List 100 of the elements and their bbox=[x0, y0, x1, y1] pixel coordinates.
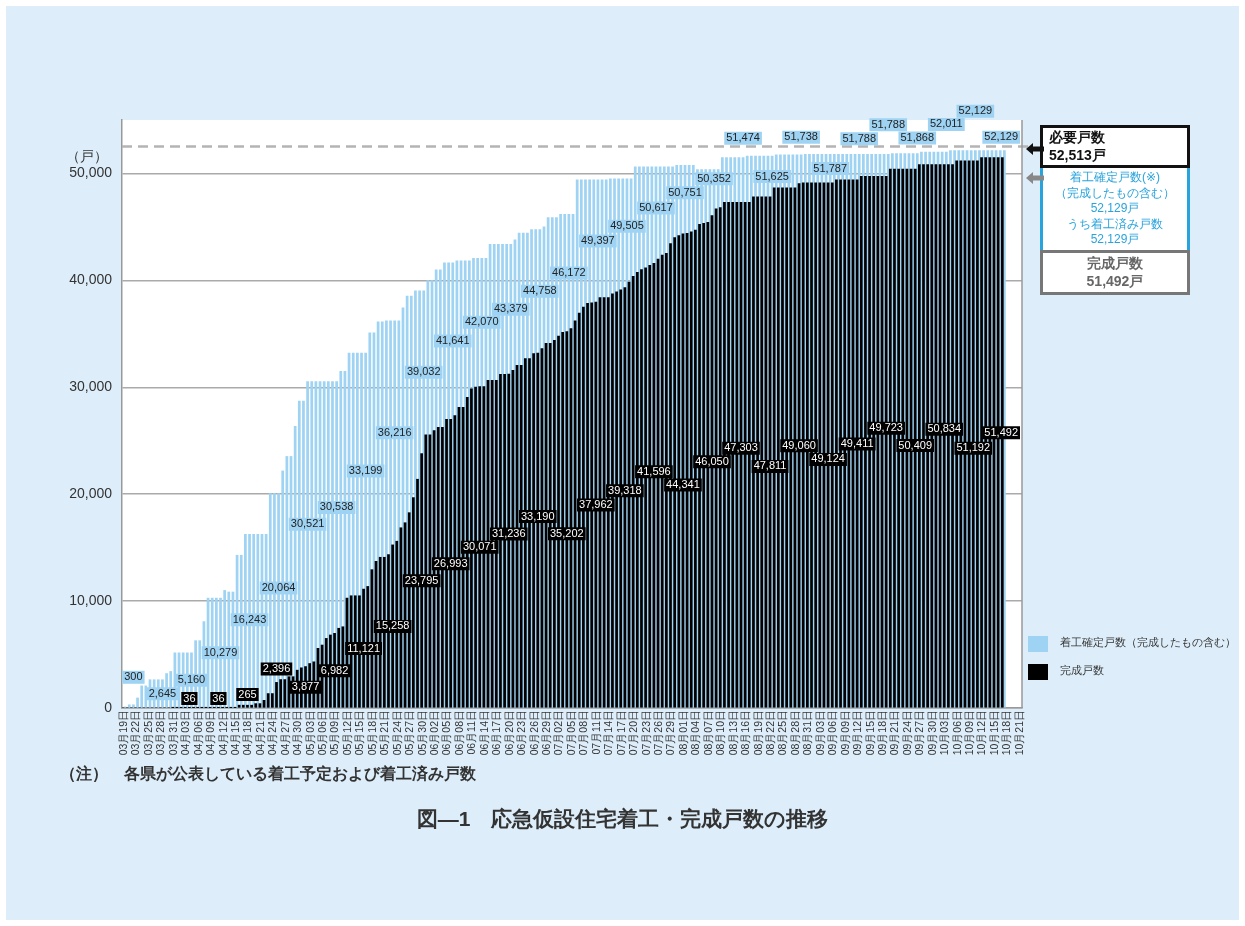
x-tick-label: 05月12日 bbox=[340, 710, 353, 756]
x-tick-label: 04月21日 bbox=[253, 710, 266, 756]
data-label: 36 bbox=[183, 691, 196, 704]
x-tick-label: 09月21日 bbox=[888, 710, 901, 756]
data-label: 37,962 bbox=[579, 498, 613, 511]
x-tick-label: 05月30日 bbox=[415, 710, 428, 756]
text: 図―1 応急仮設住宅着工・完成戸数の推移 bbox=[415, 806, 830, 832]
x-tick-label: 05月06日 bbox=[316, 710, 329, 756]
x-tick-label: 03月31日 bbox=[166, 710, 179, 756]
data-label: 51,625 bbox=[755, 169, 789, 182]
x-tick-label: 04月15日 bbox=[228, 710, 241, 756]
x-tick-label: 10月09日 bbox=[963, 710, 976, 756]
x-tick-label: 08月28日 bbox=[788, 710, 801, 756]
x-tick-label: 04月18日 bbox=[241, 710, 254, 756]
x-tick-label: 05月09日 bbox=[328, 710, 341, 756]
data-label: 26,993 bbox=[433, 556, 468, 569]
data-label: 52,129 bbox=[984, 130, 1019, 143]
x-tick-label: 09月18日 bbox=[875, 710, 888, 756]
x-tick-label: 04月30日 bbox=[291, 710, 304, 756]
data-label: 51,788 bbox=[871, 117, 906, 130]
text: うち着工済み戸数 bbox=[1066, 216, 1164, 233]
data-label: 31,236 bbox=[491, 527, 526, 540]
x-tick-label: 04月27日 bbox=[278, 710, 291, 756]
text: 52,129戸 bbox=[1089, 232, 1141, 249]
data-label: 47,303 bbox=[724, 441, 758, 454]
x-tick-label: 03月22日 bbox=[129, 710, 142, 756]
data-label: 43,379 bbox=[494, 302, 528, 315]
x-tick-label: 10月06日 bbox=[950, 710, 963, 756]
x-tick-label: 08月10日 bbox=[714, 710, 727, 756]
x-tick-label: 09月03日 bbox=[813, 710, 826, 756]
data-label: 16,243 bbox=[232, 612, 267, 625]
x-tick-label: 07月23日 bbox=[639, 710, 652, 756]
x-tick-label: 08月04日 bbox=[689, 710, 702, 756]
x-tick-label: 07月02日 bbox=[552, 710, 565, 756]
x-tick-label: 10月15日 bbox=[987, 710, 1000, 756]
data-label: 49,397 bbox=[581, 234, 615, 247]
x-tick-label: 08月01日 bbox=[676, 710, 689, 756]
data-label: 15,258 bbox=[375, 619, 410, 632]
x-tick-label: 09月15日 bbox=[863, 710, 876, 756]
text: 52,129戸 bbox=[1089, 201, 1141, 217]
x-tick-label: 03月28日 bbox=[154, 710, 167, 756]
x-tick-label: 06月14日 bbox=[477, 710, 490, 756]
text: 着工確定戸数(※) bbox=[1068, 170, 1161, 186]
data-label: 23,795 bbox=[404, 573, 439, 586]
y-tick-label: 50,000 bbox=[69, 164, 113, 181]
data-label: 44,758 bbox=[523, 284, 557, 297]
x-tick-label: 07月29日 bbox=[664, 710, 677, 756]
data-label: 49,060 bbox=[782, 438, 816, 451]
x-tick-label: 04月09日 bbox=[204, 710, 217, 756]
data-label: 10,279 bbox=[203, 645, 238, 658]
x-tick-label: 09月27日 bbox=[913, 710, 926, 756]
data-label: 42,070 bbox=[464, 315, 499, 328]
data-label: 51,192 bbox=[956, 441, 991, 454]
x-tick-label: 07月14日 bbox=[602, 710, 615, 756]
x-tick-label: 08月22日 bbox=[763, 710, 776, 756]
x-tick-label: 05月15日 bbox=[353, 710, 366, 756]
y-tick-label: 10,000 bbox=[69, 591, 113, 608]
legend-label: 着工確定戸数（完成したもの含む） bbox=[1060, 636, 1236, 650]
data-label: 50,617 bbox=[639, 201, 673, 214]
data-label: 50,834 bbox=[927, 422, 962, 435]
x-tick-label: 03月19日 bbox=[116, 710, 129, 756]
x-tick-label: 06月05日 bbox=[440, 710, 453, 756]
data-label: 11,121 bbox=[347, 641, 380, 654]
ref-line-label: 必要戸数 52,513戸 bbox=[1040, 125, 1190, 169]
data-label: 39,032 bbox=[406, 365, 441, 378]
x-tick-label: 09月24日 bbox=[900, 710, 913, 756]
text: （完成したもの含む） bbox=[1054, 185, 1176, 202]
data-label: 46,172 bbox=[552, 266, 586, 279]
data-label: 33,190 bbox=[520, 509, 555, 522]
x-tick-label: 07月26日 bbox=[651, 710, 664, 756]
x-tick-label: 07月11日 bbox=[589, 710, 602, 755]
x-tick-label: 08月19日 bbox=[751, 710, 764, 756]
x-tick-label: 06月17日 bbox=[490, 710, 503, 756]
data-label: 41,596 bbox=[637, 464, 671, 477]
data-label: 3,877 bbox=[291, 680, 320, 693]
x-tick-label: 08月25日 bbox=[776, 710, 789, 756]
x-tick-label: 06月11日 bbox=[465, 710, 478, 755]
y-tick-label: 30,000 bbox=[69, 378, 113, 395]
data-label: 49,723 bbox=[869, 421, 903, 434]
data-label: 265 bbox=[238, 687, 257, 700]
x-tick-label: 05月21日 bbox=[378, 710, 391, 756]
x-tick-label: 06月20日 bbox=[502, 710, 515, 756]
x-tick-label: 08月07日 bbox=[701, 710, 714, 756]
x-tick-label: 10月18日 bbox=[1000, 710, 1013, 756]
data-label: 50,751 bbox=[668, 185, 702, 198]
data-label: 300 bbox=[124, 670, 143, 683]
data-label: 20,064 bbox=[261, 580, 296, 593]
x-tick-label: 07月17日 bbox=[614, 710, 627, 756]
y-axis-title: （戸） bbox=[66, 148, 108, 166]
x-tick-label: 08月31日 bbox=[801, 710, 814, 756]
x-tick-label: 04月24日 bbox=[266, 710, 279, 756]
x-tick-label: 04月12日 bbox=[216, 710, 229, 756]
data-label: 2,396 bbox=[262, 661, 291, 674]
data-label: 51,787 bbox=[813, 161, 848, 174]
data-label: 51,738 bbox=[784, 130, 818, 143]
y-tick-label: 0 bbox=[104, 698, 113, 715]
x-tick-label: 09月09日 bbox=[838, 710, 851, 756]
data-label: 47,811 bbox=[753, 459, 787, 472]
y-tick-label: 20,000 bbox=[69, 485, 113, 502]
x-tick-label: 10月21日 bbox=[1012, 710, 1025, 756]
